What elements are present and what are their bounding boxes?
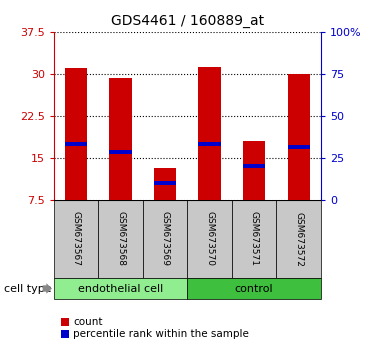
Bar bbox=[198, 67, 221, 200]
Text: GSM673571: GSM673571 bbox=[250, 211, 259, 267]
Text: GSM673568: GSM673568 bbox=[116, 211, 125, 267]
Text: count: count bbox=[73, 317, 103, 327]
Bar bbox=[288, 74, 310, 200]
Text: cell type: cell type bbox=[4, 284, 51, 293]
Text: GSM673567: GSM673567 bbox=[72, 211, 81, 267]
Text: GSM673569: GSM673569 bbox=[161, 211, 170, 267]
Bar bbox=[65, 68, 87, 200]
Text: GSM673572: GSM673572 bbox=[294, 211, 303, 267]
Bar bbox=[98, 200, 143, 278]
Bar bbox=[187, 200, 232, 278]
Bar bbox=[276, 200, 321, 278]
Text: endothelial cell: endothelial cell bbox=[78, 284, 163, 293]
Title: GDS4461 / 160889_at: GDS4461 / 160889_at bbox=[111, 14, 264, 28]
Bar bbox=[143, 200, 187, 278]
Bar bbox=[187, 278, 321, 299]
Text: control: control bbox=[235, 284, 273, 293]
Text: percentile rank within the sample: percentile rank within the sample bbox=[73, 329, 249, 339]
Bar bbox=[154, 167, 176, 200]
Bar bbox=[288, 145, 310, 149]
Bar bbox=[65, 142, 87, 146]
Bar bbox=[232, 200, 276, 278]
Bar bbox=[243, 164, 265, 169]
Bar bbox=[54, 200, 98, 278]
Bar bbox=[54, 278, 187, 299]
Bar bbox=[109, 78, 132, 200]
Bar bbox=[109, 150, 132, 154]
Text: GSM673570: GSM673570 bbox=[205, 211, 214, 267]
Bar bbox=[198, 142, 221, 146]
Bar bbox=[154, 181, 176, 185]
Bar bbox=[243, 141, 265, 200]
